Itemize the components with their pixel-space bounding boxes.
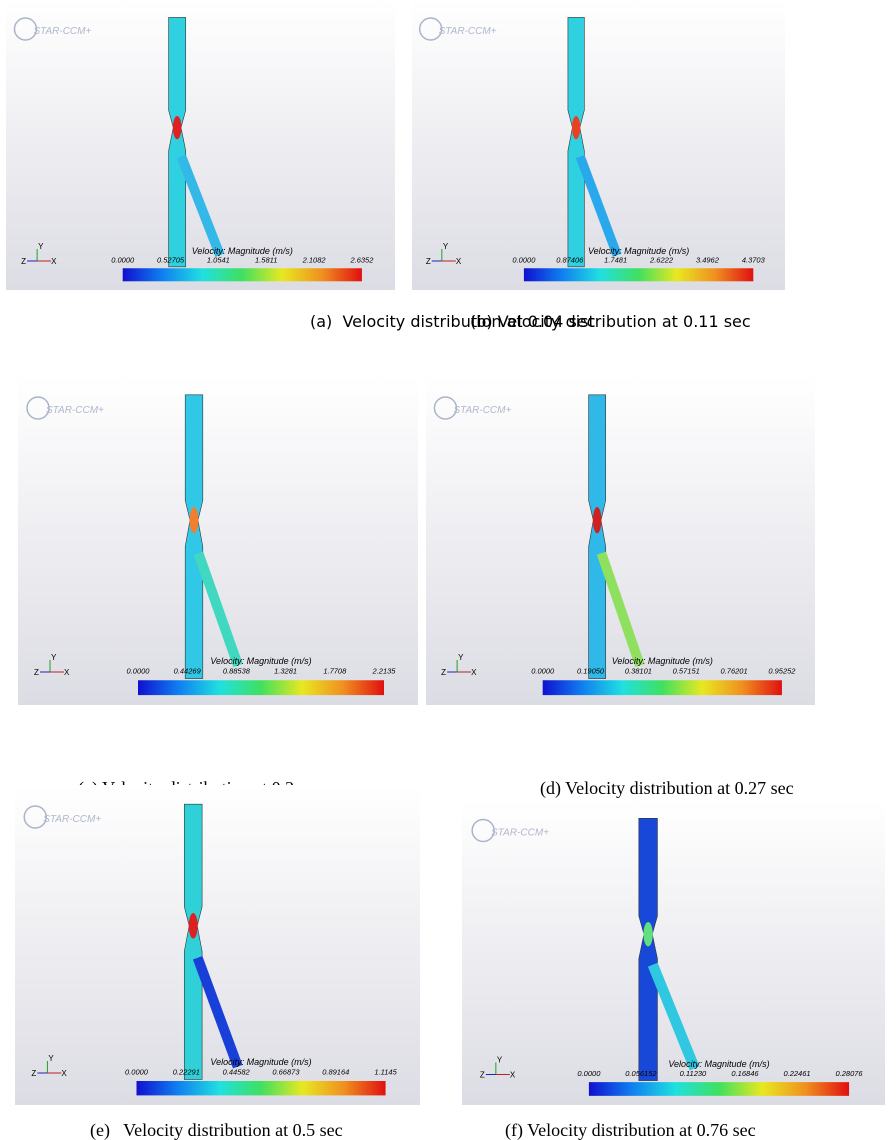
axis-label: Y [51, 653, 57, 662]
axis-label: X [510, 1071, 516, 1080]
legend-title: Velocity: Magnitude (m/s) [588, 246, 689, 256]
legend-title: Velocity: Magnitude (m/s) [668, 1059, 769, 1069]
velocity-peak [190, 507, 199, 533]
pipe [639, 818, 658, 1080]
axis-label: Z [426, 257, 431, 266]
legend-tick-label: 2.6222 [649, 255, 674, 264]
caption: (f) Velocity distribution at 0.76 sec [505, 1120, 756, 1140]
simulation-image: STAR-CCM+ Y Z X Velocity: Magnitude (m/s) 0.0… [412, 0, 785, 290]
logo-text: STAR-CCM+ [491, 828, 549, 839]
legend-tick-label: 0.57151 [673, 667, 700, 676]
color-bar [543, 680, 782, 695]
logo-text: STAR-CCM+ [439, 26, 497, 37]
caption: (e) Velocity distribution at 0.5 sec [90, 1120, 343, 1140]
axis-label: Y [38, 242, 44, 251]
color-bar [137, 1081, 386, 1095]
pipe [169, 17, 186, 266]
legend-title: Velocity: Magnitude (m/s) [210, 656, 311, 666]
legend-tick-label: 0.056152 [625, 1069, 657, 1078]
legend-tick-label: 0.16846 [731, 1069, 759, 1078]
axis-label: X [64, 668, 70, 677]
legend-tick-label: 0.0000 [111, 255, 135, 264]
velocity-peak [593, 507, 602, 533]
legend-tick-label: 0.88538 [223, 667, 251, 676]
pipe [185, 395, 203, 679]
legend-tick-label: 1.5811 [255, 255, 277, 264]
legend-tick-label: 0.89164 [322, 1068, 349, 1077]
legend-tick-label: 0.22291 [173, 1068, 200, 1077]
simulation-image: STAR-CCM+ Y Z X Velocity: Magnitude (m/s) 0.0… [15, 785, 420, 1105]
velocity-peak [173, 116, 182, 139]
legend-tick-label: 0.76201 [721, 667, 748, 676]
legend-tick-label: 1.1145 [374, 1068, 397, 1077]
axis-label: X [61, 1069, 67, 1078]
axis-label: X [51, 257, 57, 266]
figure: STAR-CCM+ Y Z X Velocity: Magnitude (m/s) 0.0… [0, 0, 896, 1140]
color-bar [123, 268, 362, 281]
color-bar [524, 268, 753, 281]
simulation-image: STAR-CCM+ Y Z X Velocity: Magnitude (m/s) 0.0… [18, 375, 418, 705]
axis-label: X [471, 668, 477, 677]
simulation-image: STAR-CCM+ Y Z X Velocity: Magnitude (m/s) 0.0… [426, 375, 815, 705]
logo-text: STAR-CCM+ [33, 26, 91, 37]
caption: (d) Velocity distribution at 0.27 sec [540, 778, 794, 799]
legend-tick-label: 0.52705 [157, 255, 185, 264]
legend-tick-label: 0.38101 [625, 667, 652, 676]
legend-tick-label: 1.7481 [604, 255, 627, 264]
velocity-peak [572, 116, 580, 139]
legend-tick-label: 0.0000 [531, 667, 555, 676]
pipe [184, 804, 202, 1079]
legend-tick-label: 0.87406 [556, 255, 584, 264]
pipe [568, 17, 584, 266]
axis-label: Z [441, 668, 446, 677]
legend-tick-label: 0.0000 [512, 255, 536, 264]
simulation-image: STAR-CCM+ Y Z X Velocity: Magnitude (m/s) 0.0… [462, 800, 885, 1105]
legend-tick-label: 1.0541 [207, 255, 230, 264]
legend-tick-label: 2.1082 [302, 255, 327, 264]
legend-tick-label: 0.44582 [223, 1068, 251, 1077]
axis-label: Y [48, 1054, 54, 1063]
legend-tick-label: 4.3703 [742, 255, 766, 264]
legend-tick-label: 0.0000 [127, 667, 151, 676]
legend-tick-label: 0.22461 [783, 1069, 810, 1078]
pipe [589, 395, 606, 679]
velocity-peak [643, 922, 652, 946]
axis-label: Z [21, 257, 26, 266]
legend-tick-label: 0.95252 [768, 667, 796, 676]
axis-label: Y [443, 242, 449, 251]
simulation-image: STAR-CCM+ Y Z X Velocity: Magnitude (m/s) 0.0… [6, 0, 395, 290]
legend-tick-label: 0.0000 [125, 1068, 149, 1077]
legend-tick-label: 2.6352 [349, 255, 374, 264]
legend-tick-label: 2.2135 [372, 667, 397, 676]
logo-text: STAR-CCM+ [43, 814, 101, 825]
color-bar [138, 680, 384, 695]
axis-label: Z [480, 1071, 485, 1080]
color-bar [589, 1082, 849, 1096]
legend-title: Velocity: Magnitude (m/s) [192, 246, 293, 256]
legend-tick-label: 1.7708 [323, 667, 347, 676]
legend-tick-label: 0.66873 [272, 1068, 300, 1077]
legend-title: Velocity: Magnitude (m/s) [612, 656, 713, 666]
axis-label: X [456, 257, 462, 266]
legend-tick-label: 0.28076 [835, 1069, 863, 1078]
caption: (b) Velocity distribution at 0.11 sec [470, 312, 751, 331]
legend-tick-label: 0.44269 [174, 667, 202, 676]
velocity-peak [189, 913, 198, 939]
legend-tick-label: 0.11230 [680, 1069, 707, 1078]
axis-label: Z [34, 668, 39, 677]
legend-tick-label: 1.3281 [274, 667, 297, 676]
legend-title: Velocity: Magnitude (m/s) [210, 1057, 311, 1067]
legend-tick-label: 0.0000 [577, 1069, 601, 1078]
legend-tick-label: 0.19050 [577, 667, 605, 676]
logo-text: STAR-CCM+ [453, 405, 511, 416]
axis-label: Z [31, 1069, 36, 1078]
legend-tick-label: 3.4962 [696, 255, 720, 264]
axis-label: Y [497, 1056, 503, 1065]
logo-text: STAR-CCM+ [46, 405, 104, 416]
axis-label: Y [458, 653, 464, 662]
